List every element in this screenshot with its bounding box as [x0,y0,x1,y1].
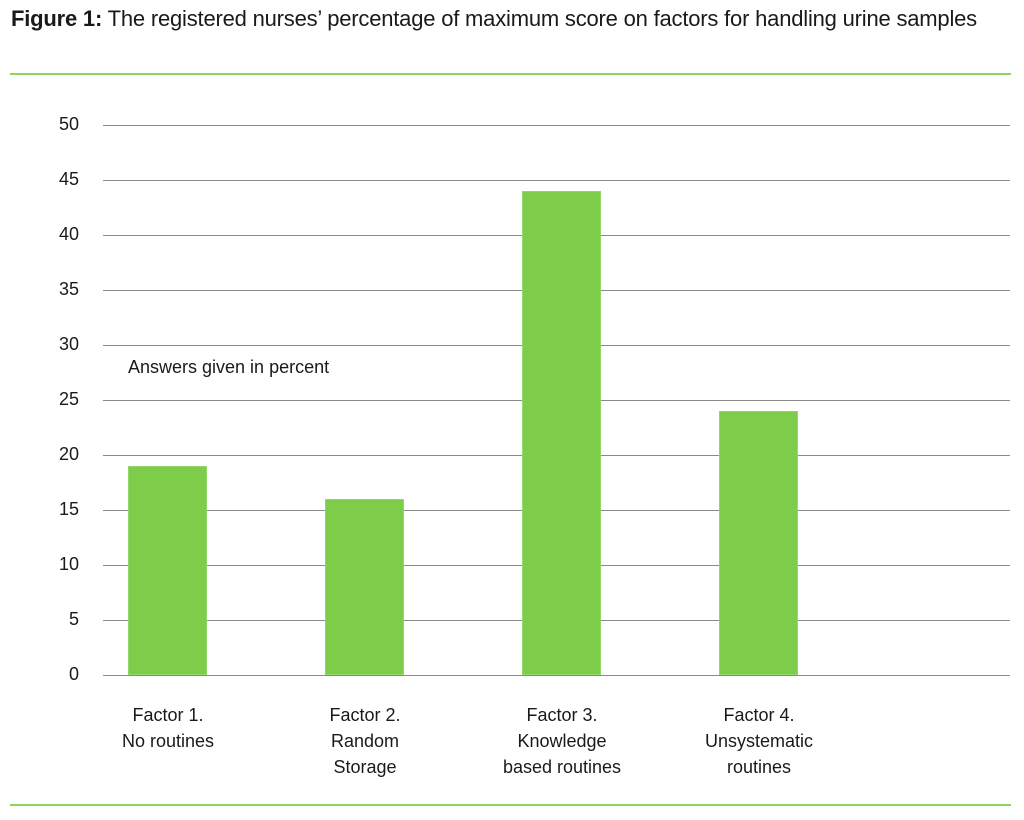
x-category-label: Factor 4. Unsystematic routines [704,705,814,777]
x-category-label: Factor 1. No routines [121,705,215,751]
gridline [103,125,1010,126]
y-tick-label: 15 [58,499,79,519]
figure-title: Figure 1: The registered nurses’ percent… [11,4,1001,34]
figure-label: Figure 1: [11,6,103,31]
y-tick-label: 25 [58,389,79,409]
gridline [103,180,1010,181]
y-tick-label: 40 [58,224,79,244]
bar-factor-3 [522,191,601,675]
gridline [103,675,1010,676]
y-tick-label: 10 [58,554,79,574]
bar-factor-4 [719,411,798,675]
bar-factor-1 [128,466,207,675]
x-category-label: Factor 2. Random Storage [329,705,401,777]
bottom-divider [10,804,1011,806]
y-tick-label: 35 [58,279,79,299]
y-tick-label: 20 [58,444,79,464]
figure-title-text: The registered nurses’ percentage of max… [102,6,978,31]
y-tick-label: 0 [68,664,79,684]
y-tick-label: 5 [68,609,79,629]
x-category-label: Factor 3. Knowledge based routines [502,705,622,777]
y-tick-label: 45 [58,169,79,189]
top-divider [10,73,1011,75]
bar-factor-2 [325,499,404,675]
y-tick-label: 30 [58,334,79,354]
y-tick-label: 50 [58,114,79,134]
chart-annotation: Answers given in percent [118,350,340,384]
